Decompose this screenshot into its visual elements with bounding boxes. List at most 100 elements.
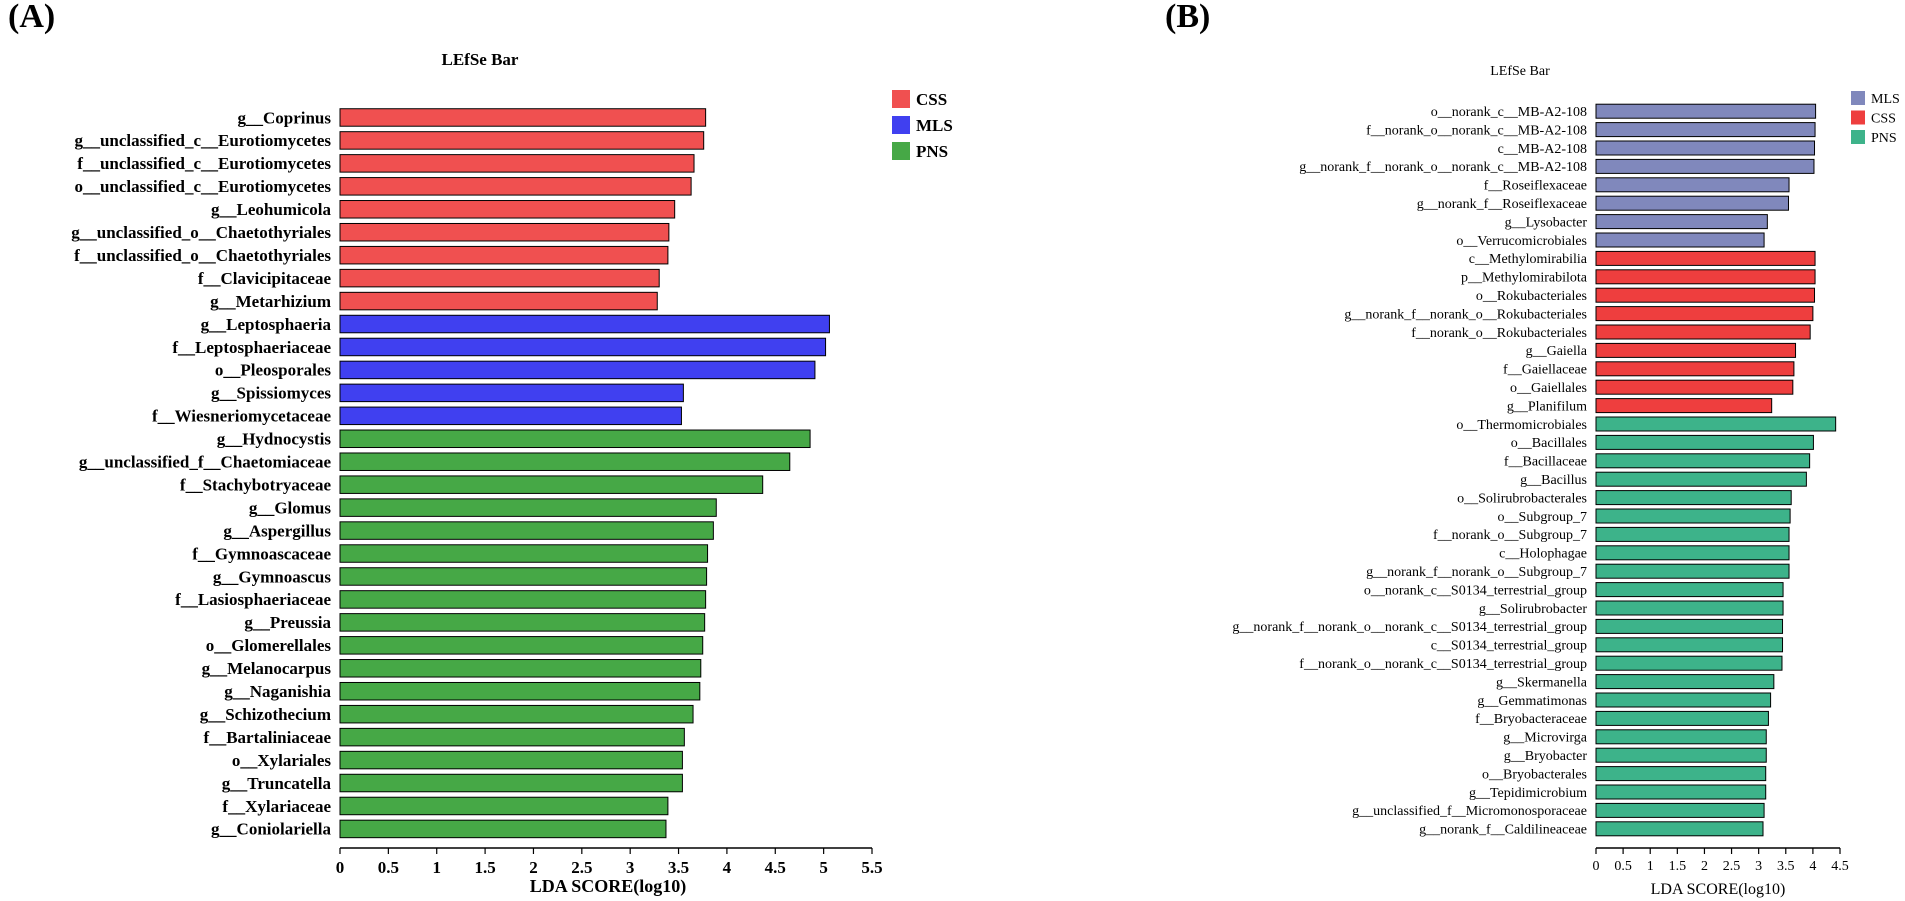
bar-b-39 bbox=[1595, 802, 1765, 818]
x-tick-label-b-10: 4.5 bbox=[1831, 859, 1849, 874]
bar-b-13 bbox=[1595, 324, 1811, 340]
legend-label-a-mls: MLS bbox=[916, 116, 953, 135]
legend-swatch-b-mls bbox=[1851, 91, 1865, 105]
bar-b-16 bbox=[1595, 379, 1794, 395]
category-label-a-6: g__unclassified_o__Chaetothyriales bbox=[71, 223, 331, 242]
category-label-b-9: c__Methylomirabilia bbox=[1469, 252, 1588, 267]
category-label-b-22: o__Solirubrobacterales bbox=[1457, 491, 1587, 506]
category-label-b-40: g__norank_f__Caldilineaceae bbox=[1419, 823, 1587, 838]
x-tick-label-b-1: 0 bbox=[1593, 859, 1600, 874]
bar-a-5 bbox=[339, 200, 676, 219]
x-tick-label-b-3: 1 bbox=[1647, 859, 1654, 874]
category-label-b-26: g__norank_f__norank_o__Subgroup_7 bbox=[1366, 565, 1587, 580]
bar-b-2 bbox=[1595, 122, 1816, 138]
bar-b-9 bbox=[1595, 250, 1816, 266]
category-label-b-19: o__Bacillales bbox=[1511, 436, 1587, 451]
category-label-a-12: o__Pleosporales bbox=[215, 361, 332, 380]
x-tick-label-b-6: 2.5 bbox=[1723, 859, 1741, 874]
bar-a-17 bbox=[339, 475, 764, 494]
bar-b-12 bbox=[1595, 306, 1814, 322]
bar-b-32 bbox=[1595, 674, 1775, 690]
category-label-a-3: f__unclassified_c__Eurotiomycetes bbox=[77, 154, 331, 173]
legend-swatch-a-css bbox=[892, 90, 910, 108]
category-label-b-32: g__Skermanella bbox=[1496, 675, 1588, 690]
bar-b-1 bbox=[1595, 103, 1817, 119]
category-label-b-2: f__norank_o__norank_c__MB-A2-108 bbox=[1366, 123, 1587, 138]
category-label-b-33: g__Gemmatimonas bbox=[1477, 694, 1587, 709]
bar-b-37 bbox=[1595, 766, 1767, 782]
category-label-b-29: g__norank_f__norank_o__norank_c__S0134_t… bbox=[1232, 620, 1587, 635]
category-label-b-30: c__S0134_terrestrial_group bbox=[1431, 639, 1587, 654]
bar-b-26 bbox=[1595, 563, 1790, 579]
legend-swatch-a-mls bbox=[892, 116, 910, 134]
category-label-a-29: o__Xylariales bbox=[232, 751, 332, 770]
x-tick-label-b-5: 2 bbox=[1701, 859, 1708, 874]
category-label-b-17: g__Planifilum bbox=[1507, 399, 1587, 414]
category-label-a-31: f__Xylariaceae bbox=[222, 797, 331, 816]
bar-a-7 bbox=[339, 245, 669, 265]
category-label-b-25: c__Holophagae bbox=[1499, 547, 1587, 562]
bar-b-7 bbox=[1595, 214, 1768, 230]
category-label-a-14: f__Wiesneriomycetaceae bbox=[152, 407, 332, 426]
x-tick-label-a-8: 3.5 bbox=[668, 858, 689, 877]
bar-a-19 bbox=[339, 521, 714, 540]
bar-a-11 bbox=[339, 337, 827, 357]
x-tick-label-b-7: 3 bbox=[1755, 859, 1762, 874]
bar-a-15 bbox=[339, 429, 811, 449]
bar-a-13 bbox=[339, 383, 684, 403]
category-label-b-37: o__Bryobacterales bbox=[1482, 767, 1587, 782]
x-tick-label-a-6: 2.5 bbox=[571, 858, 592, 877]
x-tick-label-b-9: 4 bbox=[1809, 859, 1816, 874]
category-label-a-5: g__Leohumicola bbox=[211, 200, 331, 219]
x-tick-label-b-2: 0.5 bbox=[1614, 859, 1632, 874]
bar-a-32 bbox=[339, 819, 667, 839]
bar-b-11 bbox=[1595, 287, 1816, 303]
bar-b-23 bbox=[1595, 508, 1791, 524]
bar-b-14 bbox=[1595, 342, 1797, 358]
category-label-b-3: c__MB-A2-108 bbox=[1498, 142, 1587, 157]
bar-a-1 bbox=[339, 108, 707, 127]
category-label-a-27: g__Schizothecium bbox=[200, 705, 331, 724]
category-label-a-23: g__Preussia bbox=[244, 613, 331, 632]
bar-b-33 bbox=[1595, 692, 1772, 708]
x-tick-label-a-7: 3 bbox=[626, 858, 635, 877]
bar-b-28 bbox=[1595, 600, 1784, 616]
category-label-b-27: o__norank_c__S0134_terrestrial_group bbox=[1364, 583, 1587, 598]
category-label-a-17: f__Stachybotryaceae bbox=[180, 475, 332, 494]
bar-a-16 bbox=[339, 452, 791, 471]
legend-label-b-css: CSS bbox=[1871, 111, 1896, 126]
bar-b-22 bbox=[1595, 490, 1792, 506]
bar-a-6 bbox=[339, 222, 670, 242]
category-label-b-24: f__norank_o__Subgroup_7 bbox=[1433, 528, 1587, 543]
bar-a-9 bbox=[339, 291, 658, 311]
category-label-b-23: o__Subgroup_7 bbox=[1498, 510, 1587, 525]
bar-b-31 bbox=[1595, 655, 1783, 671]
bar-a-27 bbox=[339, 704, 694, 724]
category-label-a-30: g__Truncatella bbox=[222, 774, 332, 793]
category-label-a-9: g__Metarhizium bbox=[210, 292, 331, 311]
bar-b-24 bbox=[1595, 526, 1790, 542]
category-label-b-35: g__Microvirga bbox=[1503, 731, 1588, 746]
category-label-a-26: g__Naganishia bbox=[224, 682, 331, 701]
bar-a-14 bbox=[339, 406, 682, 426]
bar-a-22 bbox=[339, 590, 707, 609]
category-label-b-8: o__Verrucomicrobiales bbox=[1456, 234, 1587, 249]
bar-a-12 bbox=[339, 360, 816, 380]
legend-swatch-b-pns bbox=[1851, 130, 1865, 144]
bar-b-21 bbox=[1595, 471, 1807, 487]
bar-b-6 bbox=[1595, 195, 1789, 211]
x-tick-label-a-3: 1 bbox=[432, 858, 441, 877]
bar-a-20 bbox=[339, 544, 709, 563]
legend-swatch-b-css bbox=[1851, 110, 1865, 125]
bar-b-27 bbox=[1595, 582, 1784, 598]
category-label-a-19: g__Aspergillus bbox=[223, 521, 331, 540]
x-tick-label-a-5: 2 bbox=[529, 858, 538, 877]
x-tick-label-a-9: 4 bbox=[723, 858, 732, 877]
category-label-a-2: g__unclassified_c__Eurotiomycetes bbox=[74, 131, 331, 150]
category-label-a-20: f__Gymnoascaceae bbox=[192, 544, 331, 563]
x-axis-label-b: LDA SCORE(log10) bbox=[1651, 881, 1786, 898]
bar-b-30 bbox=[1595, 637, 1784, 653]
bar-a-21 bbox=[339, 567, 708, 586]
bar-b-18 bbox=[1595, 416, 1837, 432]
